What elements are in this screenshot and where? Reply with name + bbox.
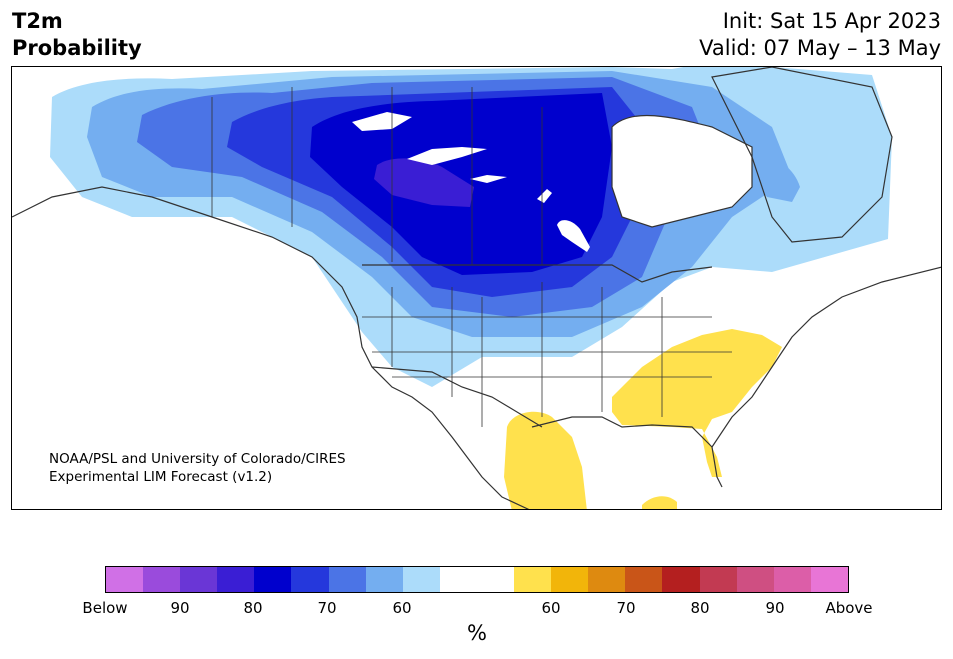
credit-line-2: Experimental LIM Forecast (v1.2) [49, 469, 273, 485]
above-60-mexico-region [504, 411, 587, 509]
boundaries [12, 67, 941, 509]
probability-colorbar [105, 566, 849, 593]
colorbar-tick-label: 90 [765, 599, 785, 617]
us-mexico-border [371, 366, 543, 428]
colorbar-tick-label: 90 [170, 599, 190, 617]
colorbar-segment [551, 567, 589, 592]
hudson-bay-outline [611, 114, 753, 228]
colorbar-segment [588, 567, 626, 592]
hudson-bay [612, 115, 752, 227]
title-line-2: Probability [12, 36, 142, 60]
colorbar-segment [328, 567, 366, 592]
colorbar-segment [143, 567, 181, 592]
pacific-coastline [12, 186, 530, 509]
above-60-yucatan-region [642, 496, 677, 509]
forecast-map [11, 66, 942, 510]
meridian-line [391, 282, 663, 427]
colorbar-tick-label: 60 [392, 599, 412, 617]
colorbar-segment [514, 567, 552, 592]
greenland-below-region [747, 155, 800, 202]
parallel-line [362, 316, 732, 378]
lake-1 [352, 112, 412, 131]
below-85-region [374, 158, 474, 207]
lake-3 [470, 175, 507, 183]
title-line-1: T2m [12, 9, 63, 33]
colorbar-segment [254, 567, 292, 592]
colorbar-segment [402, 567, 440, 592]
colorbar-tick-label: 60 [541, 599, 561, 617]
colorbar-segment [773, 567, 811, 592]
colorbar-segment [699, 567, 737, 592]
above-normal-shading [504, 329, 782, 509]
colorbar-tick-label: Below [82, 599, 128, 617]
colorbar-segment [736, 567, 774, 592]
map-title: T2m Probability [12, 8, 142, 62]
lake-2 [407, 147, 487, 165]
greenland-outline [711, 67, 893, 243]
valid-date: Valid: 07 May – 13 May [699, 36, 941, 60]
lakes [352, 112, 752, 252]
colorbar-segment [180, 567, 218, 592]
colorbar-tick-label: Above [825, 599, 873, 617]
init-date: Init: Sat 15 Apr 2023 [722, 9, 941, 33]
colorbar-tick-label: 70 [616, 599, 636, 617]
lake-5 [557, 220, 590, 252]
colorbar-tick-label: 70 [317, 599, 337, 617]
colorbar-segment [662, 567, 700, 592]
above-60-southeast-region [612, 329, 782, 477]
forecast-credit: NOAA/PSL and University of Colorado/CIRE… [49, 450, 346, 486]
colorbar-tick-label: 80 [243, 599, 263, 617]
map-canvas [12, 67, 941, 509]
state-lines [211, 87, 732, 427]
gulf-coastline [531, 416, 723, 488]
atlantic-coastline [711, 266, 941, 448]
credit-line-1: NOAA/PSL and University of Colorado/CIRE… [49, 451, 346, 467]
colorbar-segment [217, 567, 255, 592]
colorbar-unit-label: % [467, 621, 487, 645]
lake-4 [537, 189, 552, 203]
colorbar-segment [106, 567, 144, 592]
colorbar-segment [625, 567, 663, 592]
colorbar-segment [291, 567, 329, 592]
province-line [211, 87, 543, 265]
colorbar-segment [365, 567, 403, 592]
colorbar-segment [439, 567, 477, 592]
colorbar-segment [476, 567, 515, 592]
us-canada-border [362, 264, 713, 283]
colorbar-segment [810, 567, 848, 592]
colorbar-tick-label: 80 [690, 599, 710, 617]
forecast-dates: Init: Sat 15 Apr 2023 Valid: 07 May – 13… [699, 8, 941, 62]
